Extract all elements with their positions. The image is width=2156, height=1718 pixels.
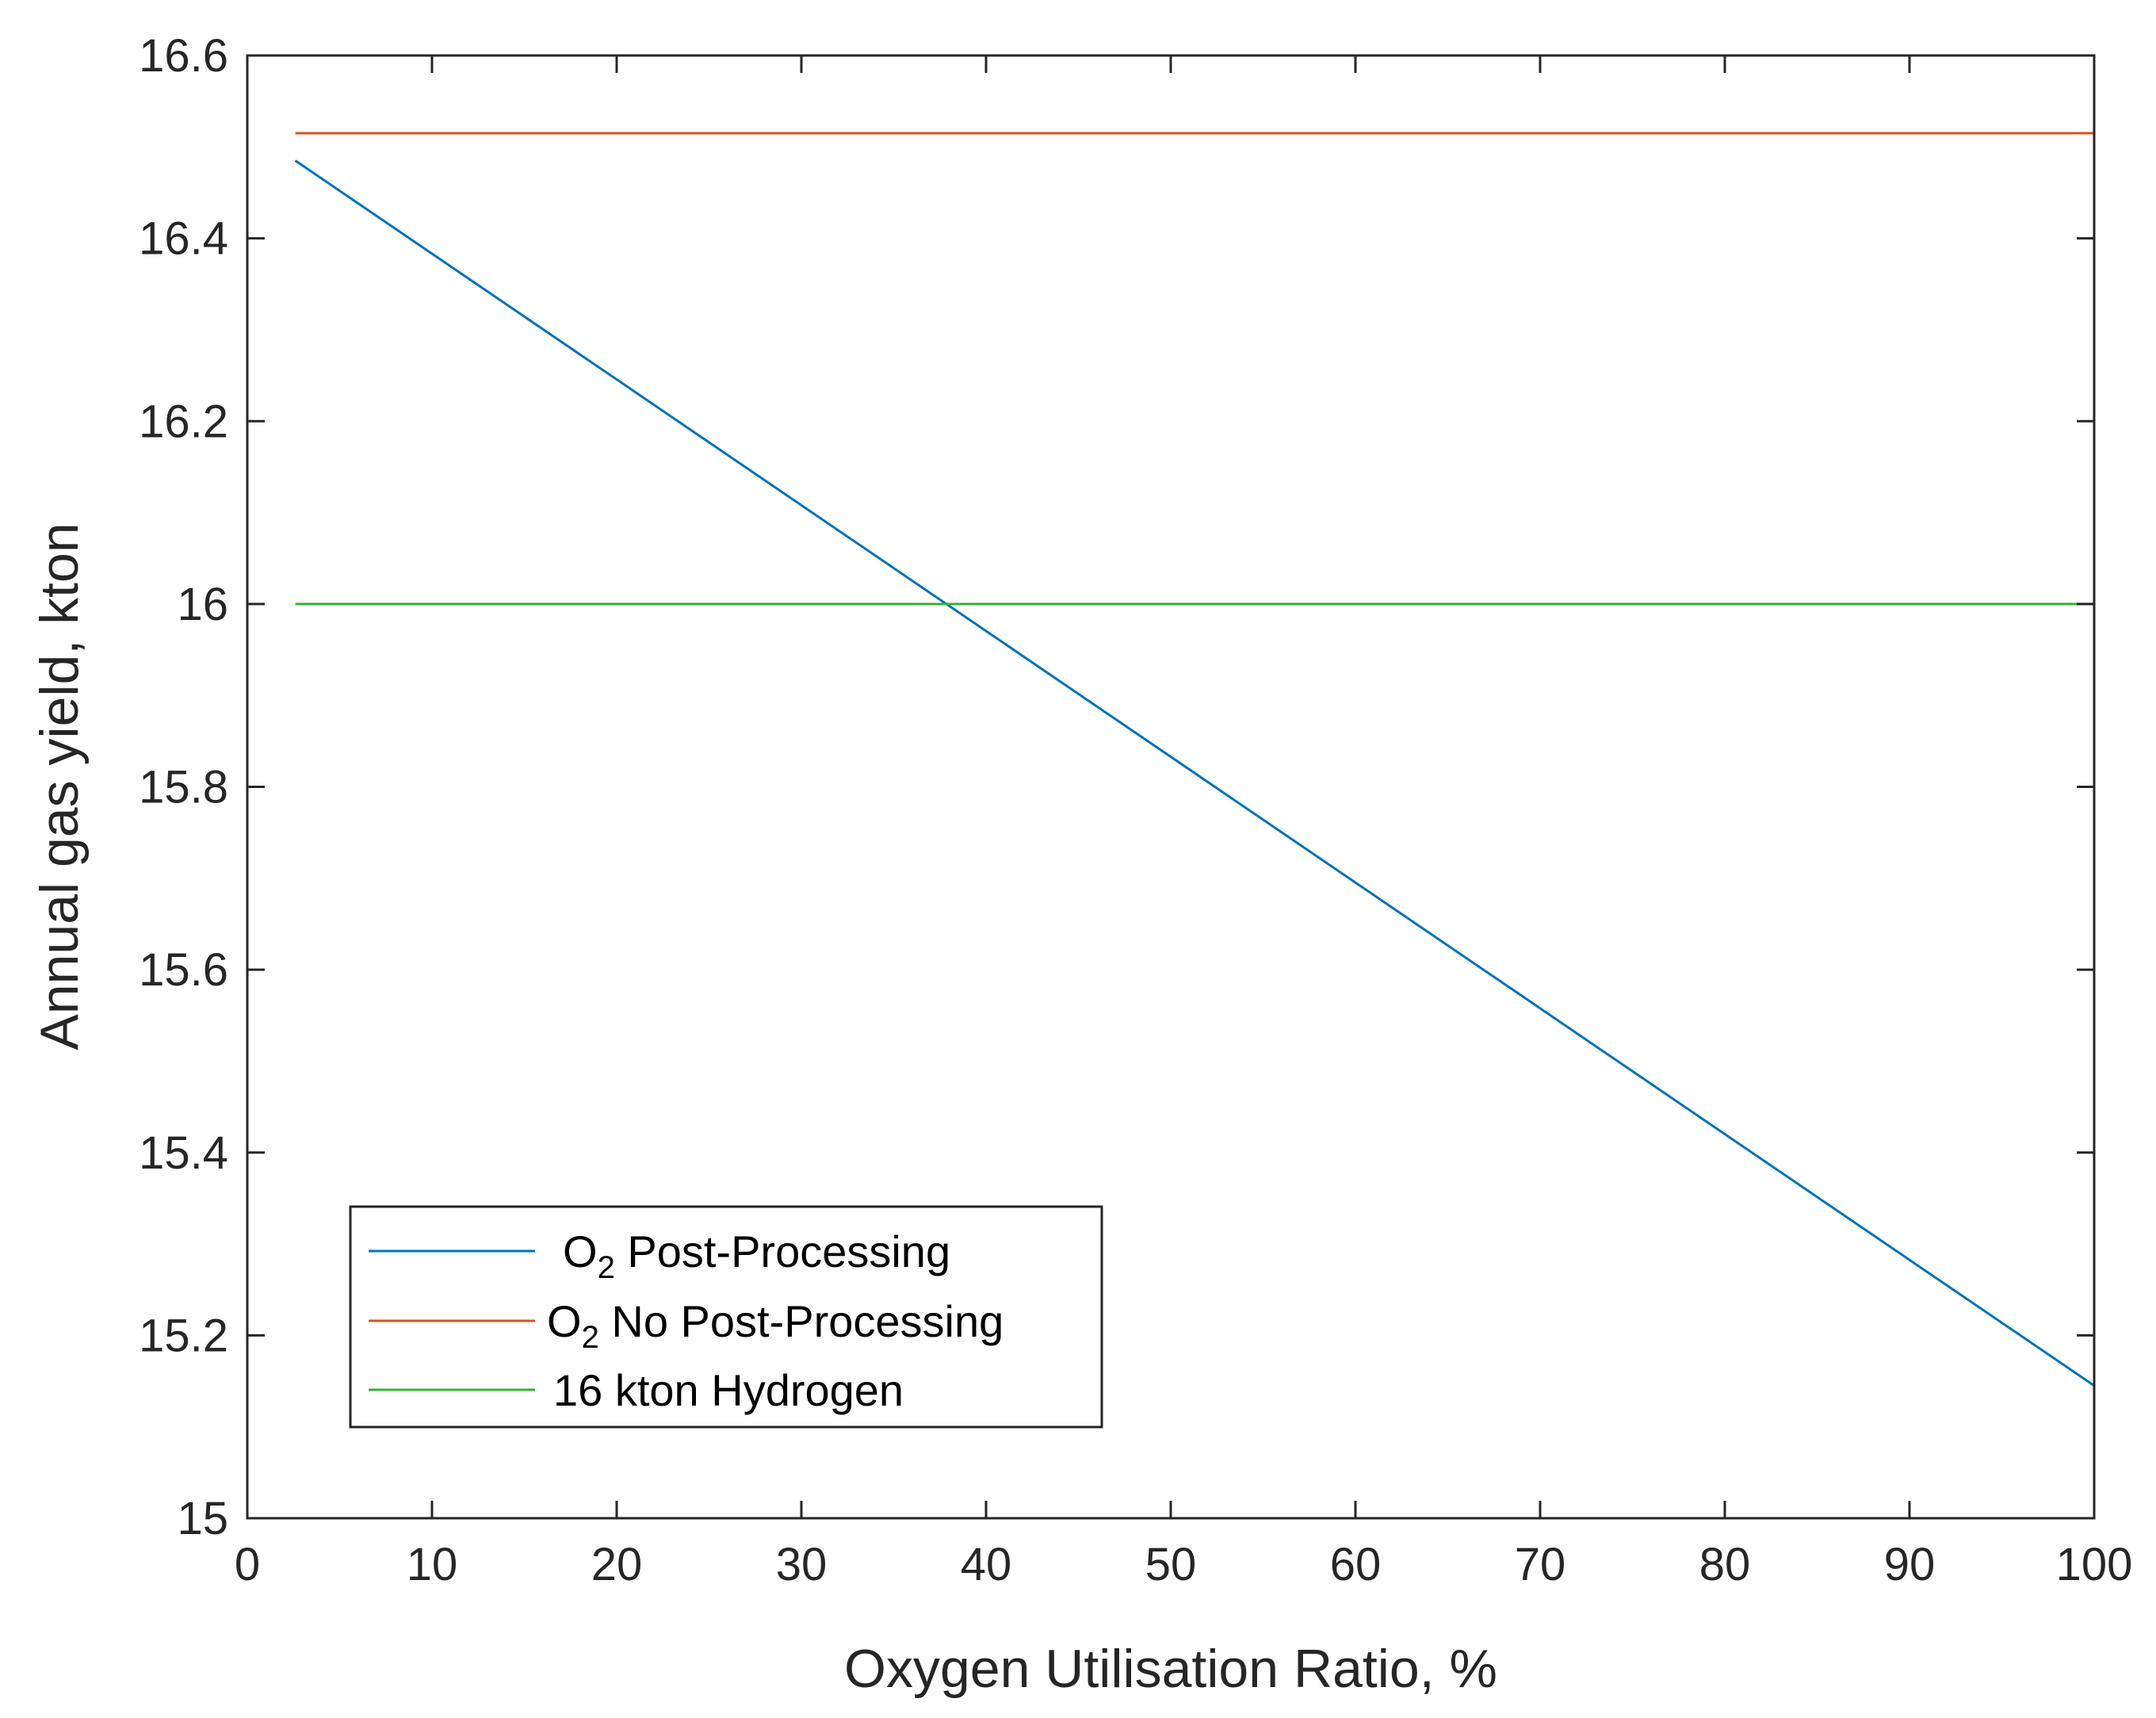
x-tick-label: 10 <box>407 1539 458 1590</box>
y-tick-label: 16.4 <box>139 213 228 265</box>
x-tick-label: 30 <box>776 1539 828 1590</box>
series-line-0 <box>294 159 2095 1387</box>
y-tick-label: 15 <box>177 1493 228 1544</box>
y-tick-label: 16.2 <box>139 396 228 447</box>
x-tick-label: 50 <box>1145 1539 1197 1590</box>
y-tick-label: 15.2 <box>139 1310 228 1361</box>
y-tick-label: 16 <box>177 579 228 630</box>
y-axis-label: Annual gas yield, kton <box>29 522 90 1050</box>
x-tick-label: 60 <box>1330 1539 1382 1590</box>
y-tick-label: 15.6 <box>139 944 228 996</box>
y-tick-label: 15.4 <box>139 1127 228 1179</box>
tick-layer: 0 10 20 30 40 50 60 70 80 90 100 15 15.2 15.4 15.6 15.8… <box>139 30 2132 1590</box>
x-tick-label: 0 <box>235 1539 260 1590</box>
x-tick-label: 80 <box>1699 1539 1751 1590</box>
legend-label-1: O2 No Post-Processing <box>547 1296 1003 1355</box>
x-tick-label: 90 <box>1884 1539 1936 1590</box>
x-tick-label: 100 <box>2056 1539 2133 1590</box>
x-axis-label: Oxygen Utilisation Ratio, % <box>844 1639 1497 1699</box>
y-tick-label: 15.8 <box>139 762 228 813</box>
legend-label-0: O2 Post-Processing <box>563 1226 950 1285</box>
x-tick-label: 70 <box>1515 1539 1566 1590</box>
x-tick-label: 40 <box>961 1539 1012 1590</box>
series-layer <box>294 132 2095 1387</box>
legend: O2 Post-Processing O2 No Post-Processing 1… <box>349 1205 1103 1429</box>
x-tick-label: 20 <box>591 1539 643 1590</box>
legend-label-2: 16 kton Hydrogen <box>553 1365 904 1415</box>
y-tick-label: 16.6 <box>139 30 228 82</box>
